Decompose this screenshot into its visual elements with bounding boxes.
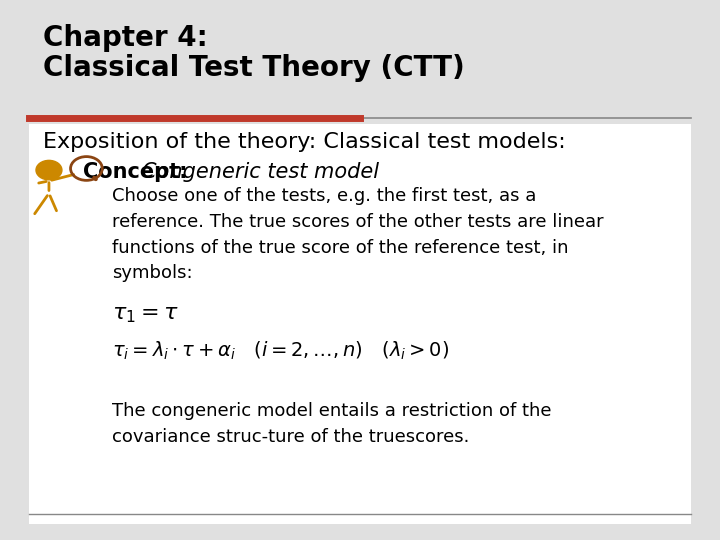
Circle shape — [36, 160, 62, 180]
Text: Exposition of the theory: Classical test models:: Exposition of the theory: Classical test… — [43, 132, 566, 152]
Text: Concept:: Concept: — [83, 162, 194, 182]
Text: Chapter 4:: Chapter 4: — [43, 24, 208, 52]
Text: Classical Test Theory (CTT): Classical Test Theory (CTT) — [43, 54, 465, 82]
Text: $\tau_i = \lambda_i \cdot \tau + \alpha_i \quad (i = 2, \ldots, n) \quad (\lambd: $\tau_i = \lambda_i \cdot \tau + \alpha_… — [112, 340, 449, 362]
Text: $\tau_1 = \tau$: $\tau_1 = \tau$ — [112, 305, 179, 325]
FancyBboxPatch shape — [29, 124, 691, 524]
Text: Congeneric test model: Congeneric test model — [142, 162, 379, 182]
Text: The congeneric model entails a restriction of the
covariance struc-ture of the t: The congeneric model entails a restricti… — [112, 402, 551, 446]
Text: Choose one of the tests, e.g. the first test, as a
reference. The true scores of: Choose one of the tests, e.g. the first … — [112, 187, 603, 282]
